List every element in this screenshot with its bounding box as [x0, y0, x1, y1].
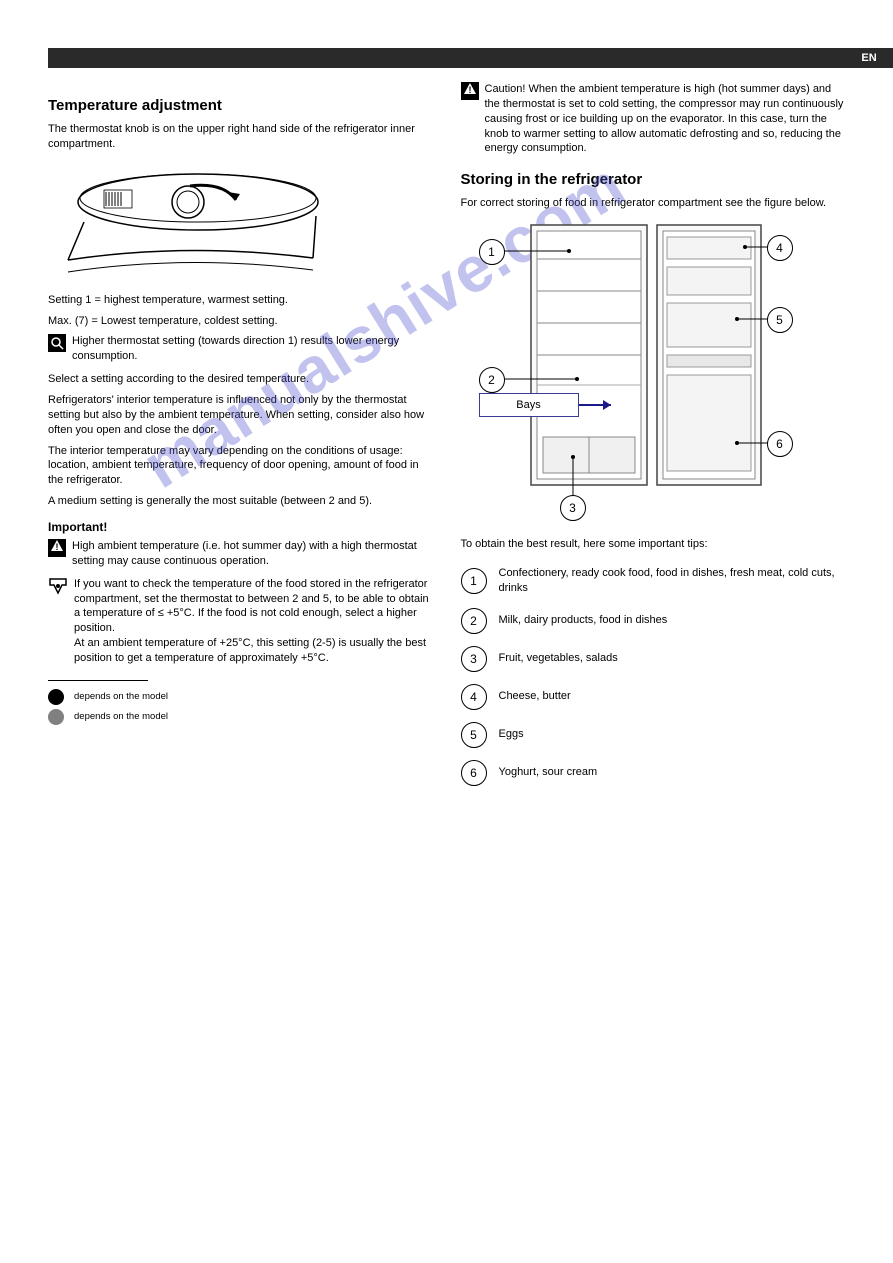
- legend-number: 5: [461, 722, 487, 748]
- legend-item: 6 Yoghurt, sour cream: [461, 760, 846, 786]
- legend-number: 3: [461, 646, 487, 672]
- dial-caption-1: Setting 1 = highest temperature, warmest…: [48, 293, 433, 308]
- right-column: ! Caution! When the ambient temperature …: [461, 82, 846, 798]
- legend-number: 6: [461, 760, 487, 786]
- warning-triangle-icon: !: [461, 82, 479, 100]
- legend-list: 1 Confectionery, ready cook food, food i…: [461, 566, 846, 786]
- para-select: Select a setting according to the desire…: [48, 372, 433, 387]
- callout-1: 1: [479, 239, 505, 265]
- note-frost-text-2: At an ambient temperature of +25°C, this…: [74, 637, 426, 664]
- note-frost-text: If you want to check the temperature of …: [74, 577, 433, 666]
- note-warning-right: ! Caution! When the ambient temperature …: [461, 82, 846, 156]
- legend-item: 4 Cheese, butter: [461, 684, 846, 710]
- legend-text: Cheese, butter: [499, 689, 571, 704]
- para-tips-intro: To obtain the best result, here some imp…: [461, 537, 846, 552]
- para-temp-adjust: The thermostat knob is on the upper righ…: [48, 122, 433, 152]
- legend-text: Fruit, vegetables, salads: [499, 651, 618, 666]
- note-frost-text-1: If you want to check the temperature of …: [74, 578, 429, 635]
- callout-5: 5: [767, 307, 793, 333]
- top-bar: EN: [48, 48, 845, 68]
- legend-text: Eggs: [499, 727, 524, 742]
- legend-item: 5 Eggs: [461, 722, 846, 748]
- legend-item: 2 Milk, dairy products, food in dishes: [461, 608, 846, 634]
- legend-number: 4: [461, 684, 487, 710]
- callout-6: 6: [767, 431, 793, 457]
- frost-drop-icon: [48, 577, 68, 595]
- heading-temp-adjust: Temperature adjustment: [48, 96, 433, 116]
- manual-page: EN manualshive.com Temperature adjustmen…: [0, 0, 893, 1263]
- svg-text:!: !: [468, 85, 471, 95]
- callout-3: 3: [560, 495, 586, 521]
- para-interior: Refrigerators' interior temperature is i…: [48, 393, 433, 438]
- note-magnifier-text: Higher thermostat setting (towards direc…: [72, 334, 433, 364]
- footnote-grey-text: depends on the model: [74, 711, 168, 723]
- dial-caption-2: Max. (7) = Lowest temperature, coldest s…: [48, 314, 433, 329]
- fridge-diagram: Bays 1 2 3 4 5 6: [461, 219, 791, 519]
- note-warning-right-text: Caution! When the ambient temperature is…: [485, 82, 846, 156]
- warning-triangle-icon: !: [48, 539, 66, 557]
- thermostat-dial-figure: [48, 164, 328, 284]
- callout-2: 2: [479, 367, 505, 393]
- left-column: Temperature adjustment The thermostat kn…: [48, 82, 433, 798]
- language-badge: EN: [845, 48, 893, 68]
- legend-text: Yoghurt, sour cream: [499, 765, 598, 780]
- legend-text: Confectionery, ready cook food, food in …: [499, 566, 846, 596]
- note-warning-left: ! High ambient temperature (i.e. hot sum…: [48, 539, 433, 569]
- legend-item: 1 Confectionery, ready cook food, food i…: [461, 566, 846, 596]
- footnote-rule: [48, 680, 148, 681]
- callout-4: 4: [767, 235, 793, 261]
- para-medium: A medium setting is generally the most s…: [48, 494, 433, 509]
- two-column-layout: Temperature adjustment The thermostat kn…: [48, 82, 845, 798]
- svg-text:!: !: [56, 542, 59, 552]
- footnote-black: depends on the model: [48, 689, 433, 705]
- grey-dot-icon: [48, 709, 64, 725]
- note-warning-left-text: High ambient temperature (i.e. hot summe…: [72, 539, 433, 569]
- footnote-black-text: depends on the model: [74, 691, 168, 703]
- legend-item: 3 Fruit, vegetables, salads: [461, 646, 846, 672]
- legend-text: Milk, dairy products, food in dishes: [499, 613, 668, 628]
- magnifier-icon: [48, 334, 66, 352]
- footnote-grey: depends on the model: [48, 709, 433, 725]
- black-dot-icon: [48, 689, 64, 705]
- legend-number: 2: [461, 608, 487, 634]
- heading-important: Important!: [48, 519, 433, 535]
- para-storing-intro: For correct storing of food in refrigera…: [461, 196, 846, 211]
- note-frost: If you want to check the temperature of …: [48, 577, 433, 666]
- para-vary: The interior temperature may vary depend…: [48, 444, 433, 489]
- legend-number: 1: [461, 568, 487, 594]
- bays-label-box: Bays: [479, 393, 579, 417]
- heading-storing: Storing in the refrigerator: [461, 170, 846, 190]
- note-magnifier: Higher thermostat setting (towards direc…: [48, 334, 433, 364]
